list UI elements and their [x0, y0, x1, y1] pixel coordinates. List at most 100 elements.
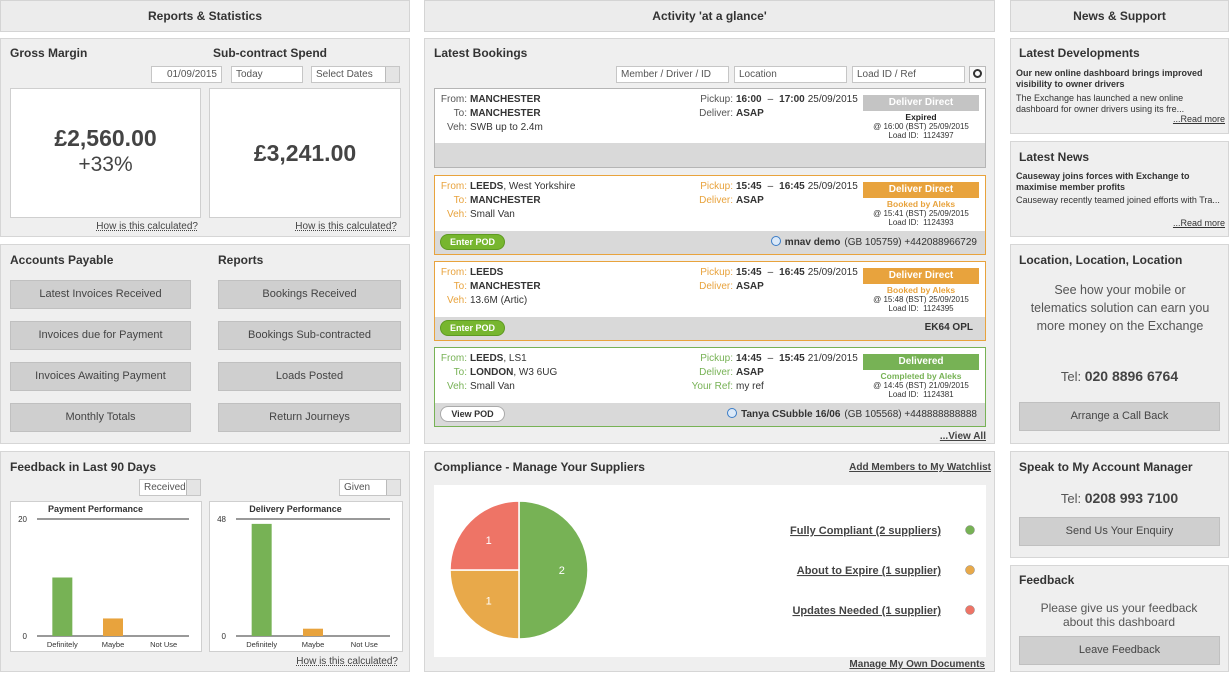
legend-dot	[965, 525, 975, 535]
info-icon	[770, 236, 781, 246]
feedback-select[interactable]: Given	[339, 479, 401, 496]
deliver-row: Deliver: ASAP	[685, 195, 764, 206]
read-more[interactable]: ...Read more	[1172, 218, 1225, 228]
x-tick-label: Maybe	[102, 640, 125, 649]
stat-value: £3,241.00	[253, 140, 357, 166]
date-input[interactable]: 01/09/2015	[151, 66, 222, 83]
legend-dot	[965, 565, 975, 575]
feedback-text: Please give us your feedback about this …	[1040, 601, 1198, 629]
contact-name: Tanya CSubble 16/06	[741, 409, 841, 420]
nav-button[interactable]: Loads Posted	[218, 362, 401, 391]
legend-dot	[965, 605, 975, 615]
nav-button[interactable]: Invoices due for Payment	[10, 321, 191, 350]
field-value: MANCHESTER	[470, 281, 541, 292]
legend-label: About to Expire (1 supplier)	[797, 565, 942, 577]
read-more[interactable]: ...Read more	[1172, 114, 1225, 124]
field-label: From:	[440, 267, 467, 278]
search-input[interactable]: Member / Driver / ID	[616, 66, 729, 83]
panel-title: Accounts Payable	[10, 253, 114, 267]
panel-title: Speak to My Account Manager	[1019, 460, 1193, 474]
tel-label: Tel:	[1060, 369, 1082, 384]
phone: Tel: 020 8896 6764	[1010, 368, 1229, 384]
bar	[251, 523, 272, 636]
contact-name: mnav demo	[784, 237, 841, 248]
help-link[interactable]: How is this calculated?	[96, 221, 198, 232]
news-text: The Exchange has launched a new online d…	[1016, 93, 1185, 114]
field-label: To:	[453, 281, 467, 292]
booking-row: Veh: 13.6M (Artic)	[439, 295, 527, 306]
bar	[103, 618, 123, 636]
documents-link[interactable]: Manage My Own Documents	[849, 659, 985, 670]
pie-slice	[449, 569, 520, 640]
status-state: Expired	[905, 112, 937, 122]
booking-row: To: LONDON, W3 6UG	[439, 367, 558, 378]
nav-button[interactable]: Monthly Totals	[10, 403, 191, 432]
stat-value: £2,560.00	[54, 125, 157, 151]
field-label: Deliver:	[699, 108, 733, 119]
enquiry-button[interactable]: Send Us Your Enquiry	[1019, 517, 1220, 546]
view-all-link[interactable]: ...View All	[939, 431, 986, 442]
search-button[interactable]	[969, 66, 986, 83]
booking-footer	[435, 143, 985, 167]
chart-box	[209, 501, 403, 652]
pickup-from: 15:45	[736, 181, 762, 192]
booking-row: To: MANCHESTER	[439, 195, 541, 206]
status-badge: Deliver Direct	[863, 182, 979, 198]
nav-button[interactable]: Latest Invoices Received	[10, 280, 191, 309]
y-tick-label: 0	[23, 632, 28, 641]
panel-title: Latest Bookings	[434, 46, 528, 60]
field-value: LONDON	[470, 367, 514, 378]
panel-title: Latest Developments	[1019, 46, 1140, 60]
booking-row: To: MANCHESTER	[439, 281, 541, 292]
help-link[interactable]: How is this calculated?	[296, 656, 398, 667]
x-tick-label: Definitely	[47, 640, 78, 649]
panel-title: Location, Location, Location	[1019, 253, 1183, 267]
field-value: LEEDS	[470, 181, 504, 192]
field-value: MANCHESTER	[470, 108, 541, 119]
booking-row: From: MANCHESTER	[439, 94, 541, 105]
nav-button[interactable]: Bookings Received	[218, 280, 401, 309]
field-value: my ref	[736, 381, 764, 392]
date-select[interactable]: Select Dates	[311, 66, 400, 83]
bar	[303, 628, 323, 636]
deliver-row: Deliver: ASAP	[685, 108, 764, 119]
news-text: Causeway recently teamed joined efforts …	[1016, 195, 1220, 205]
ref-row: Your Ref: my ref	[685, 381, 764, 392]
status-time: @ 15:41 (BST) 25/09/2015	[873, 209, 969, 218]
pickup-row: Pickup: 15:45–16:45 25/09/2015	[685, 181, 858, 192]
date-input[interactable]: Today	[231, 66, 303, 83]
field-value: LEEDS	[470, 353, 504, 364]
search-input[interactable]: Location	[734, 66, 847, 83]
feedback-button[interactable]: Leave Feedback	[1019, 636, 1220, 665]
booking-footer: Enter POD mnav demo (GB 105759) +442088966…	[435, 231, 985, 254]
y-tick-label: 48	[217, 515, 226, 524]
pod-button[interactable]: Enter POD	[440, 320, 505, 336]
contact-name: EK64 OPL	[924, 322, 973, 333]
search-input[interactable]: Load ID / Ref	[852, 66, 965, 83]
nav-button[interactable]: Bookings Sub-contracted	[218, 321, 401, 350]
field-value: MANCHESTER	[470, 94, 541, 105]
watchlist-link[interactable]: Add Members to My Watchlist	[849, 462, 991, 473]
call-back-button[interactable]: Arrange a Call Back	[1019, 402, 1220, 431]
nav-button[interactable]: Return Journeys	[218, 403, 401, 432]
pod-button[interactable]: View POD	[440, 406, 505, 422]
pie-label: 2	[559, 565, 565, 577]
pod-button[interactable]: Enter POD	[440, 234, 505, 250]
nav-button[interactable]: Invoices Awaiting Payment	[10, 362, 191, 391]
contact: Tanya CSubble 16/06 (GB 105568) +44888888…	[727, 408, 977, 420]
pickup-date: 25/09/2015	[807, 94, 858, 105]
booking-row: From: LEEDS, West Yorkshire	[439, 181, 576, 192]
help-link[interactable]: How is this calculated?	[295, 221, 397, 232]
pie-label: 1	[486, 535, 492, 547]
status-badge: Deliver Direct	[863, 95, 979, 111]
status-time: @ 14:45 (BST) 21/09/2015	[873, 381, 969, 390]
field-label: Pickup:	[700, 181, 733, 192]
pickup-row: Pickup: 15:45–16:45 25/09/2015	[685, 267, 858, 278]
deliver-row: Deliver: ASAP	[685, 367, 764, 378]
feedback-select[interactable]: Received	[139, 479, 201, 496]
booking-card: From: MANCHESTER To: MANCHESTER Veh: SWB up t…	[434, 88, 986, 168]
contact: EK64 OPL	[925, 322, 977, 333]
stat-box	[209, 88, 401, 218]
field-extra: , W3 6UG	[513, 367, 558, 378]
field-label: From:	[440, 353, 467, 364]
